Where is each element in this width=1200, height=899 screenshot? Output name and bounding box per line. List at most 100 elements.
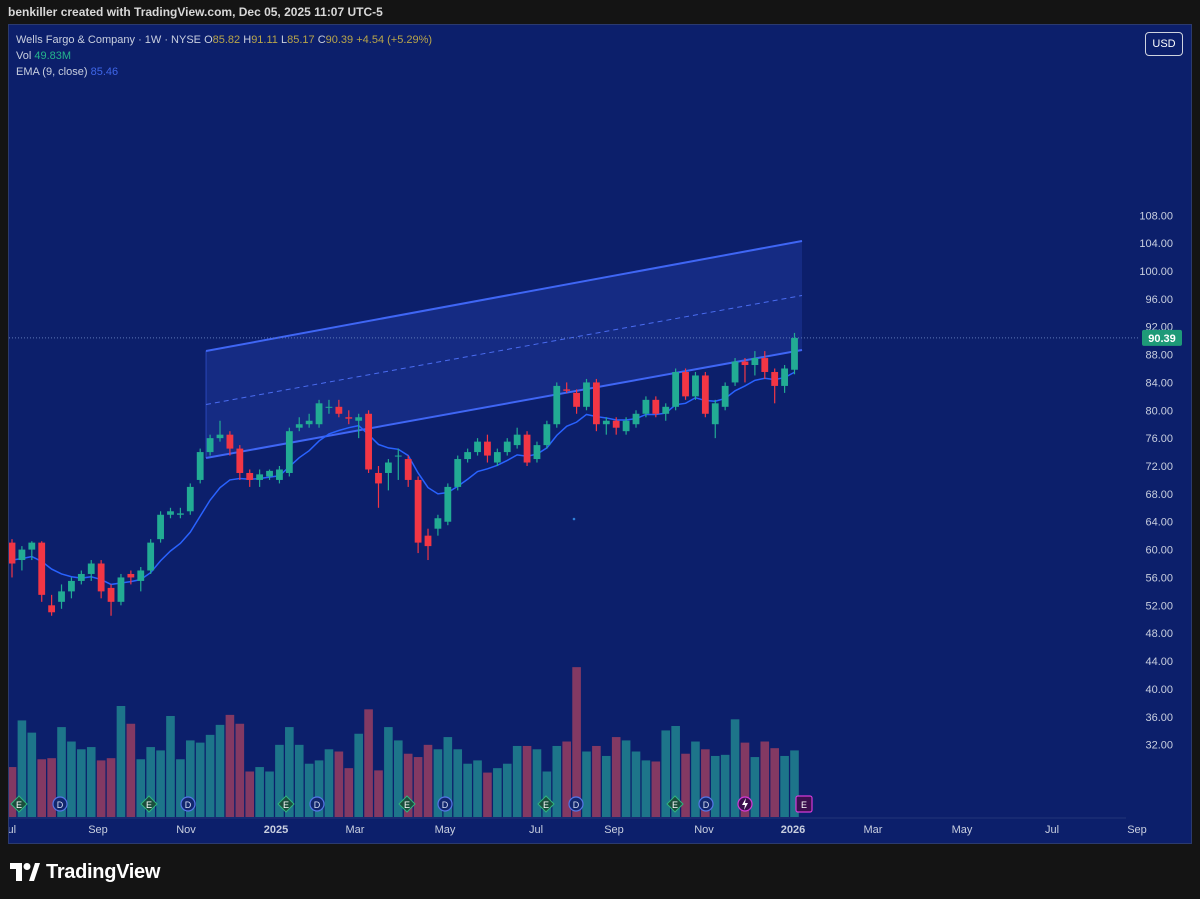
- volume-bar: [710, 755, 720, 817]
- volume-bar: [393, 740, 403, 817]
- price-tick-label: 40.00: [1145, 684, 1173, 696]
- candle-body: [335, 406, 343, 414]
- upcoming-earnings-marker-icon: [795, 795, 813, 813]
- candle-body: [731, 361, 739, 383]
- time-tick-label: Jul: [529, 824, 543, 836]
- candle-body: [394, 455, 402, 457]
- price-tick-label: 36.00: [1145, 712, 1173, 724]
- candle-body: [701, 375, 709, 414]
- volume-bar: [37, 759, 47, 817]
- price-tick-label: 68.00: [1145, 489, 1173, 501]
- price-tick-label: 60.00: [1145, 545, 1173, 557]
- candle-body: [295, 424, 303, 428]
- volume-bar: [156, 750, 165, 817]
- candle-body: [315, 403, 323, 425]
- candle-body: [662, 406, 670, 414]
- channel-upper-line: [205, 240, 803, 352]
- candle-body: [38, 542, 46, 595]
- time-tick-label: Jul: [9, 824, 16, 836]
- candle-body: [305, 420, 313, 425]
- volume-bar: [522, 745, 532, 817]
- volume-bar: [364, 709, 373, 817]
- volume-bar: [423, 744, 433, 817]
- time-tick-label: 2025: [264, 824, 288, 836]
- candle-body: [771, 371, 779, 386]
- price-chart[interactable]: 32.00 36.00 40.00 44.00 48.00 52.00 56.00 60.00…: [9, 25, 1192, 844]
- volume-bar: [116, 706, 126, 817]
- volume-bar: [106, 758, 116, 817]
- price-tick-label: 44.00: [1145, 656, 1173, 668]
- volume-bar: [9, 767, 17, 817]
- candle-body: [464, 452, 472, 460]
- candle-body: [414, 479, 422, 543]
- candle-body: [167, 511, 174, 515]
- volume-bar: [354, 733, 363, 817]
- channel-midline: [205, 295, 803, 405]
- candle-body: [474, 441, 481, 453]
- flash-event-glyph: [742, 798, 748, 810]
- candle-body: [137, 570, 145, 581]
- legend-ohlc-row: Wells Fargo & Company · 1W · NYSE O85.82…: [16, 32, 432, 48]
- price-tick-label: 84.00: [1145, 377, 1173, 389]
- volume-bar: [493, 768, 502, 817]
- price-tick-label: 72.00: [1145, 461, 1173, 473]
- candle-body: [206, 438, 214, 453]
- earnings-marker-icon: [666, 795, 684, 813]
- tradingview-brand: TradingView: [46, 860, 161, 883]
- chart-legend: Wells Fargo & Company · 1W · NYSE O85.82…: [16, 32, 432, 80]
- price-tick-label: 32.00: [1145, 740, 1173, 752]
- candle-body: [642, 399, 650, 414]
- candle-body: [226, 434, 234, 449]
- volume-bar: [275, 744, 284, 817]
- candle-body: [9, 542, 16, 564]
- candle-body: [632, 413, 640, 425]
- volume-bar: [285, 727, 294, 817]
- dividend-marker-icon: [698, 796, 714, 812]
- volume-bar: [324, 749, 334, 817]
- volume-bar: [176, 759, 185, 817]
- candle-body: [553, 385, 561, 425]
- volume-bar: [314, 760, 324, 817]
- volume-bar: [512, 745, 522, 817]
- candle-body: [523, 434, 531, 463]
- price-tick-label: 100.00: [1139, 266, 1173, 278]
- volume-bar: [334, 751, 344, 817]
- volume-bar: [701, 749, 710, 817]
- stray-point: [572, 517, 576, 521]
- tradingview-logo-icon: [10, 863, 40, 881]
- dividend-marker-icon: [568, 796, 584, 812]
- price-tick-label: 96.00: [1145, 294, 1173, 306]
- candle-body: [583, 382, 590, 407]
- volume-bar: [572, 667, 581, 817]
- earnings-marker-icon: [277, 795, 295, 813]
- volume-bar: [641, 760, 651, 817]
- volume-bar: [621, 740, 631, 817]
- volume-bar: [592, 745, 601, 817]
- dividend-marker-glyph: D: [703, 800, 710, 810]
- volume-bar: [185, 740, 195, 817]
- price-tick-label: 80.00: [1145, 405, 1173, 417]
- volume-bar: [235, 723, 245, 817]
- candle-body: [157, 514, 164, 540]
- legend-ema-row: EMA (9, close) 85.46: [16, 64, 432, 80]
- candle-body: [781, 368, 788, 386]
- volume-bar: [195, 742, 205, 817]
- chart-frame[interactable]: 32.00 36.00 40.00 44.00 48.00 52.00 56.00 60.00…: [8, 24, 1192, 844]
- volume-bar: [552, 745, 562, 817]
- time-tick-label: Jul: [1045, 824, 1059, 836]
- volume-bar: [483, 772, 492, 817]
- candle-body: [186, 486, 194, 512]
- volume-bar: [96, 760, 106, 817]
- volume-bar: [562, 741, 571, 817]
- time-tick-label: Mar: [864, 824, 883, 836]
- legend-high: 91.11: [251, 34, 278, 46]
- earnings-marker-glyph: E: [543, 800, 549, 810]
- earnings-marker-icon: [537, 795, 555, 813]
- time-tick-label: Sep: [604, 824, 624, 836]
- volume-bar: [255, 767, 264, 817]
- earnings-marker-glyph: E: [16, 800, 22, 810]
- volume-bar: [780, 755, 789, 817]
- candle-body: [791, 337, 798, 370]
- currency-button[interactable]: USD: [1145, 32, 1183, 56]
- candle-body: [216, 434, 224, 439]
